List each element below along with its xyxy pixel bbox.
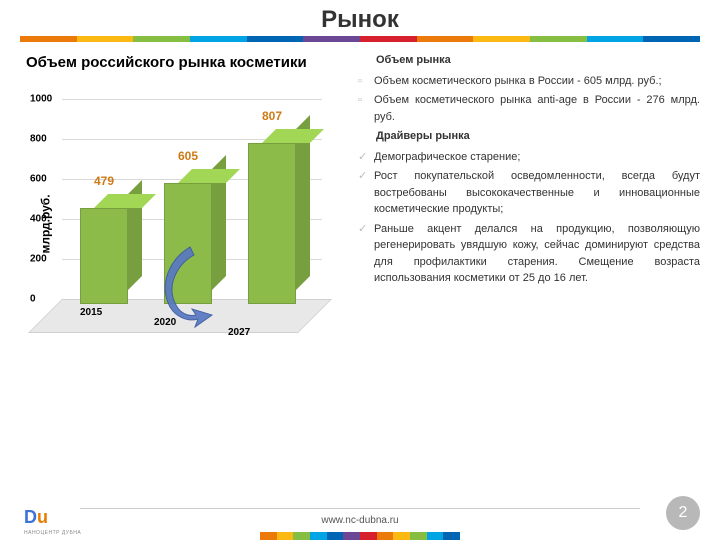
list-item: ✓Раньше акцент делался на продукцию, поз…	[358, 221, 700, 287]
footer: www.nc-dubna.ru	[0, 508, 720, 526]
color-stripe-bottom	[260, 532, 460, 540]
y-tick: 1000	[30, 94, 52, 105]
list-item: ✓Демографическое старение;	[358, 149, 700, 166]
list-item: ✓Рост покупательской осведомленности, вс…	[358, 168, 700, 218]
footer-url: www.nc-dubna.ru	[0, 515, 720, 526]
page-number-badge: 2	[666, 496, 700, 530]
logo-subtitle: НАНОЦЕНТР ДУБНА	[24, 530, 81, 536]
bar-value-label: 807	[248, 109, 296, 123]
y-tick: 600	[30, 174, 47, 185]
y-tick: 400	[30, 214, 47, 225]
logo: Du	[24, 507, 48, 528]
bar-value-label: 479	[80, 174, 128, 188]
x-tick: 2015	[80, 307, 102, 318]
bar-value-label: 605	[164, 149, 212, 163]
list-item: ▫Объем косметического рынка в России - 6…	[358, 73, 700, 90]
drivers-list: ✓Демографическое старение; ✓Рост покупате…	[358, 149, 700, 287]
y-tick: 0	[30, 294, 36, 305]
x-tick: 2020	[154, 317, 176, 328]
color-stripe-top	[20, 36, 700, 42]
y-tick: 200	[30, 254, 47, 265]
y-tick: 800	[30, 134, 47, 145]
x-tick: 2027	[228, 327, 250, 338]
content-row: Объем российского рынка косметики млрд.р…	[0, 42, 720, 359]
bar-chart: млрд.руб. 02004006008001000 479605807 20…	[20, 89, 340, 359]
chart-column: Объем российского рынка косметики млрд.р…	[20, 50, 350, 359]
section-heading-drivers: Драйверы рынка	[376, 128, 700, 145]
growth-arrow-icon	[150, 239, 220, 329]
page-title: Рынок	[0, 0, 720, 36]
bar: 807	[248, 143, 296, 304]
volume-list: ▫Объем косметического рынка в России - 6…	[358, 73, 700, 126]
logo-u: u	[37, 507, 48, 527]
logo-d: D	[24, 507, 37, 527]
section-heading-volume: Объем рынка	[376, 52, 700, 69]
list-item: ▫Объем косметического рынка anti-age в Р…	[358, 92, 700, 125]
bar: 479	[80, 208, 128, 304]
text-column: Объем рынка ▫Объем косметического рынка …	[350, 50, 700, 359]
chart-title: Объем российского рынка косметики	[26, 54, 350, 71]
footer-divider	[80, 508, 640, 509]
